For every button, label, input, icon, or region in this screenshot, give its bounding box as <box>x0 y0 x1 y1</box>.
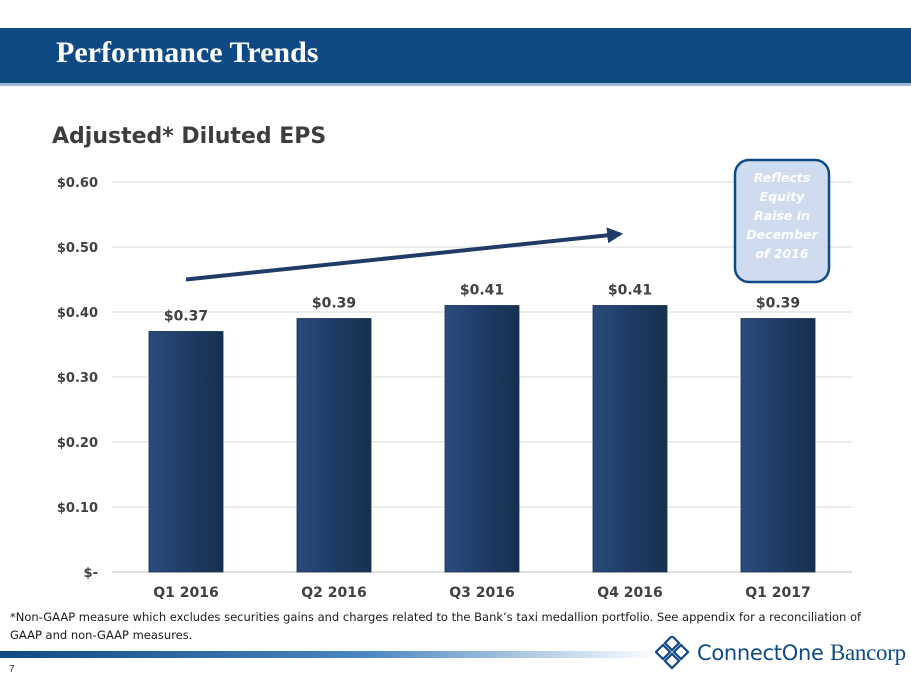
header-band <box>0 28 911 83</box>
eps-bar-chart: $- $0.10 $0.20 $0.30 $0.40 $0.50 $0.60 Q1 2016… <box>57 158 852 600</box>
logo-wordmark: ConnectOne Bancorp <box>697 640 906 666</box>
x-tick-label: Q3 2016 <box>449 585 514 600</box>
connectone-logo-icon <box>655 636 690 670</box>
callout-box <box>733 158 831 284</box>
data-label: $0.39 <box>756 296 800 312</box>
bar <box>296 318 372 573</box>
header-divider <box>0 83 911 86</box>
x-tick-label: Q4 2016 <box>597 585 662 600</box>
y-tick-label: $0.60 <box>57 176 98 191</box>
data-label: $0.39 <box>312 296 356 312</box>
page-number: 7 <box>9 664 15 675</box>
bar <box>740 318 816 573</box>
data-label: $0.37 <box>164 309 208 325</box>
trend-arrow <box>185 227 624 282</box>
y-tick-label: $0.20 <box>57 436 98 451</box>
footnote: *Non-GAAP measure which excludes securit… <box>10 610 862 642</box>
data-label: $0.41 <box>608 283 652 299</box>
y-tick-label: $0.40 <box>57 306 98 321</box>
footer-bar <box>0 651 660 658</box>
bar <box>444 305 520 573</box>
bar <box>592 305 668 573</box>
callout-text-line: Equity <box>760 189 806 204</box>
y-tick-label: $0.50 <box>57 241 98 256</box>
callout-text-line: of 2016 <box>755 246 808 261</box>
page-title: Performance Trends <box>56 36 319 69</box>
bar <box>148 331 224 573</box>
logo-text-connectone: ConnectOne <box>697 641 824 665</box>
chart-title: Adjusted* Diluted EPS <box>52 124 327 149</box>
y-tick-label: $0.10 <box>57 501 98 516</box>
x-tick-label: Q1 2016 <box>153 585 218 600</box>
data-label: $0.41 <box>460 283 504 299</box>
y-tick-label: $- <box>84 566 98 581</box>
callout-text-line: Reflects <box>754 170 811 185</box>
company-logo: ConnectOne Bancorp <box>655 636 907 670</box>
logo-text-bancorp: Bancorp <box>829 640 906 665</box>
callout-text-line: Raise in <box>754 208 810 223</box>
y-tick-label: $0.30 <box>57 371 98 386</box>
callout-text-line: December <box>746 227 818 242</box>
x-tick-label: Q2 2016 <box>301 585 366 600</box>
x-tick-label: Q1 2017 <box>745 585 810 600</box>
